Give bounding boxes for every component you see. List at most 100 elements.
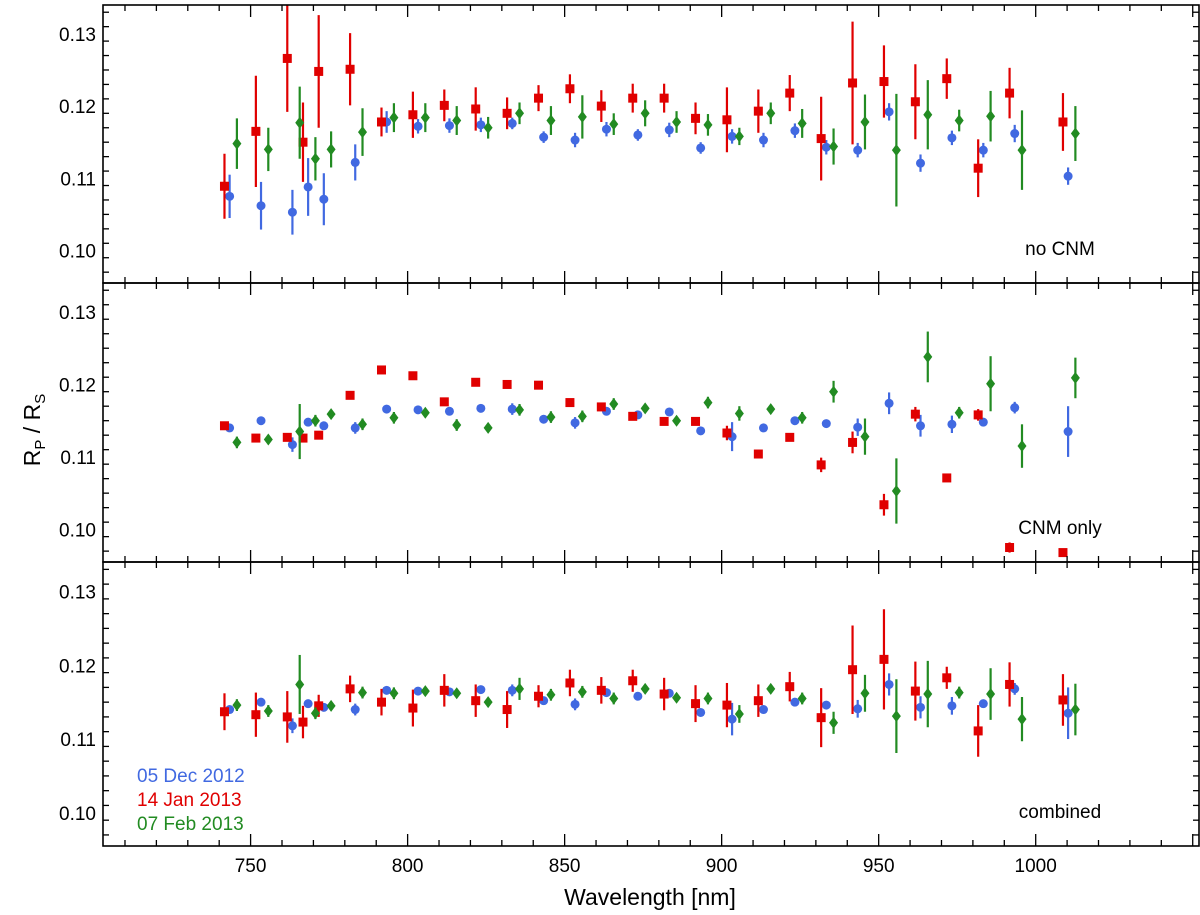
data-point-circle (476, 120, 486, 130)
data-point-square (502, 108, 512, 118)
data-point-diamond (703, 396, 713, 409)
data-point-diamond (640, 107, 650, 120)
data-point-circle (256, 697, 266, 707)
data-point-diamond (672, 691, 682, 704)
data-point-circle (916, 158, 926, 168)
data-point-circle (947, 419, 957, 429)
data-point-square (534, 691, 544, 701)
data-point-diamond (326, 699, 336, 712)
data-point-circle (225, 191, 235, 201)
data-point-circle (1010, 403, 1020, 413)
panel-label: combined (1019, 802, 1101, 823)
data-point-square (942, 673, 952, 683)
data-point-diamond (358, 418, 368, 431)
data-point-diamond (483, 121, 493, 134)
data-point-circle (287, 440, 297, 450)
data-point-circle (476, 403, 486, 413)
data-point-square (785, 88, 795, 98)
data-point-circle (758, 423, 768, 433)
data-point-diamond (326, 408, 336, 421)
data-point-square (753, 449, 763, 459)
legend: 05 Dec 2012 14 Jan 2013 07 Feb 2013 (137, 766, 245, 835)
data-point-square (659, 689, 669, 699)
data-point-diamond (797, 692, 807, 705)
data-point-square (1058, 695, 1068, 705)
y-tick-label: 0.11 (60, 730, 96, 751)
data-point-square (471, 104, 481, 114)
data-point-square (722, 428, 732, 438)
legend-entry: 07 Feb 2013 (137, 814, 244, 835)
data-point-square (753, 696, 763, 706)
data-point-diamond (263, 433, 273, 446)
data-point-diamond (923, 688, 933, 701)
data-point-circle (382, 685, 392, 695)
data-point-circle (916, 702, 926, 712)
data-point-circle (853, 422, 863, 432)
x-axis-title: Wavelength [nm] (564, 884, 736, 910)
data-point-circle (350, 157, 360, 167)
data-point-square (298, 137, 308, 147)
data-point-diamond (1070, 371, 1080, 384)
y-tick-label: 0.12 (59, 656, 96, 677)
data-point-square (659, 93, 669, 103)
data-point-circle (303, 417, 313, 427)
data-point-diamond (829, 140, 839, 153)
data-point-circle (633, 691, 643, 701)
data-point-diamond (734, 130, 744, 143)
data-point-diamond (734, 707, 744, 720)
data-point-square (502, 705, 512, 715)
data-point-square (565, 678, 575, 688)
data-point-diamond (891, 144, 901, 157)
data-point-diamond (577, 410, 587, 423)
data-point-diamond (1070, 703, 1080, 716)
y-tick-label: 0.10 (59, 804, 96, 825)
data-point-square (376, 365, 386, 375)
panel-label: no CNM (1025, 239, 1095, 260)
data-point-square (439, 397, 449, 407)
data-point-circle (507, 404, 517, 414)
panel-series-group (219, 5, 1080, 235)
data-point-diamond (389, 111, 399, 124)
data-point-square (282, 432, 292, 442)
y-axis-title-sub1: P (32, 440, 49, 450)
data-point-circle (287, 207, 297, 217)
x-tick-label: 1000 (1015, 856, 1057, 877)
data-point-circle (696, 426, 706, 436)
y-axis-title-sep: / R (19, 404, 45, 440)
data-point-circle (539, 132, 549, 142)
data-point-circle (570, 418, 580, 428)
data-point-circle (884, 398, 894, 408)
data-point-circle (821, 700, 831, 710)
data-point-square (298, 433, 308, 443)
data-point-square (785, 432, 795, 442)
data-point-square (471, 377, 481, 387)
y-axis-title-sub2: S (32, 394, 49, 404)
data-point-circle (758, 705, 768, 715)
data-point-circle (413, 686, 423, 696)
data-point-circle (1063, 708, 1073, 718)
data-point-square (722, 700, 732, 710)
legend-entry: 05 Dec 2012 (137, 766, 245, 787)
data-point-circle (790, 697, 800, 707)
data-point-diamond (483, 696, 493, 709)
data-point-circle (978, 699, 988, 709)
data-point-circle (319, 194, 329, 204)
data-point-circle (664, 407, 674, 417)
data-point-diamond (232, 436, 242, 449)
data-point-diamond (923, 350, 933, 363)
data-point-circle (758, 135, 768, 145)
data-point-square (219, 421, 229, 431)
data-point-square (596, 402, 606, 412)
data-point-square (534, 93, 544, 103)
data-point-diamond (954, 406, 964, 419)
data-point-diamond (891, 484, 901, 497)
data-point-square (596, 685, 606, 695)
data-point-diamond (640, 682, 650, 695)
data-point-diamond (295, 116, 305, 129)
data-point-square (1005, 679, 1015, 689)
data-point-circle (382, 404, 392, 414)
data-point-diamond (452, 114, 462, 127)
data-point-square (879, 500, 889, 510)
data-point-square (753, 106, 763, 116)
y-tick-label: 0.12 (59, 375, 96, 396)
